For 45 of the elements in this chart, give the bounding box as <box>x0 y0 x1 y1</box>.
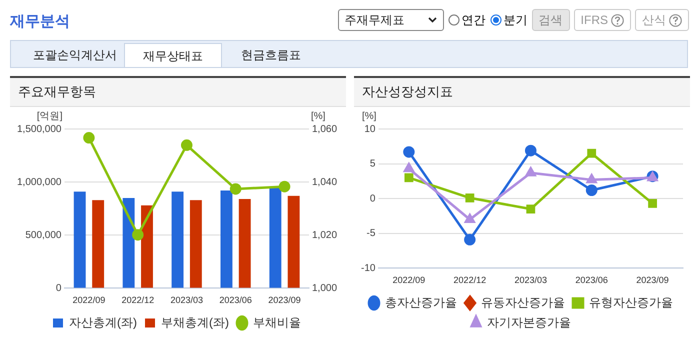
legend-label: 총자산증가율 <box>385 295 457 310</box>
text: 연간 <box>462 12 486 28</box>
text: 산식 <box>642 12 666 28</box>
y2-tick-label: 1,060 <box>312 124 338 135</box>
legend-label: 유형자산증가율 <box>589 295 673 310</box>
text: 현금흐름표 <box>240 47 302 64</box>
text: 검색 <box>532 9 570 31</box>
text: 주재무제표 <box>344 12 405 28</box>
x-tick-label: 2022/12 <box>454 275 486 286</box>
x-tick-label: 2023/03 <box>514 275 547 286</box>
y-tick-label: 0 <box>56 282 62 294</box>
y-tick-label: 1,500,000 <box>16 124 62 135</box>
x-tick-label: 2022/12 <box>122 295 154 306</box>
y2-tick-label: 1,000 <box>312 282 338 294</box>
y2-tick-label: 1,020 <box>312 230 338 241</box>
y-tick-label: 5 <box>370 158 376 170</box>
x-tick-label: 2022/09 <box>72 295 106 306</box>
legend-label: 유동자산증가율 <box>481 295 565 310</box>
text: 재무분석 <box>10 12 70 31</box>
x-tick-label: 2022/09 <box>392 275 426 286</box>
x-tick-label: 2023/09 <box>268 295 301 306</box>
text: 재무상태표 <box>124 43 222 67</box>
y-axis-title: [%] <box>362 110 377 122</box>
y-tick-label: 500,000 <box>25 230 62 241</box>
legend-label: 자기자본증가율 <box>487 315 571 330</box>
y-axis-title: [억원] <box>36 110 63 122</box>
x-tick-label: 2023/03 <box>170 295 204 306</box>
text: 포괄손익계산서 <box>32 47 118 64</box>
legend-label: 자산총계(좌) <box>69 315 138 330</box>
text: 분기 <box>504 12 528 28</box>
x-tick-label: 2023/06 <box>219 295 252 306</box>
y2-axis-title: [%] <box>310 110 326 122</box>
y-tick-label: 10 <box>364 124 376 135</box>
legend-label: 부채총계(좌) <box>161 315 229 330</box>
text: IFRS <box>580 13 608 27</box>
y2-tick-label: 1,040 <box>312 176 338 188</box>
y-tick-label: -10 <box>361 262 376 274</box>
y-tick-label: 0 <box>370 193 376 204</box>
legend-label: 부채비율 <box>252 315 301 330</box>
x-tick-label: 2023/09 <box>636 275 669 286</box>
y-tick-label: 1,000,000 <box>16 176 62 188</box>
chart-title: 자산성장성지표 <box>354 78 690 107</box>
y-tick-label: -5 <box>366 228 376 240</box>
x-tick-label: 2023/06 <box>575 275 608 286</box>
chart-title: 주요재무항목 <box>10 78 346 107</box>
